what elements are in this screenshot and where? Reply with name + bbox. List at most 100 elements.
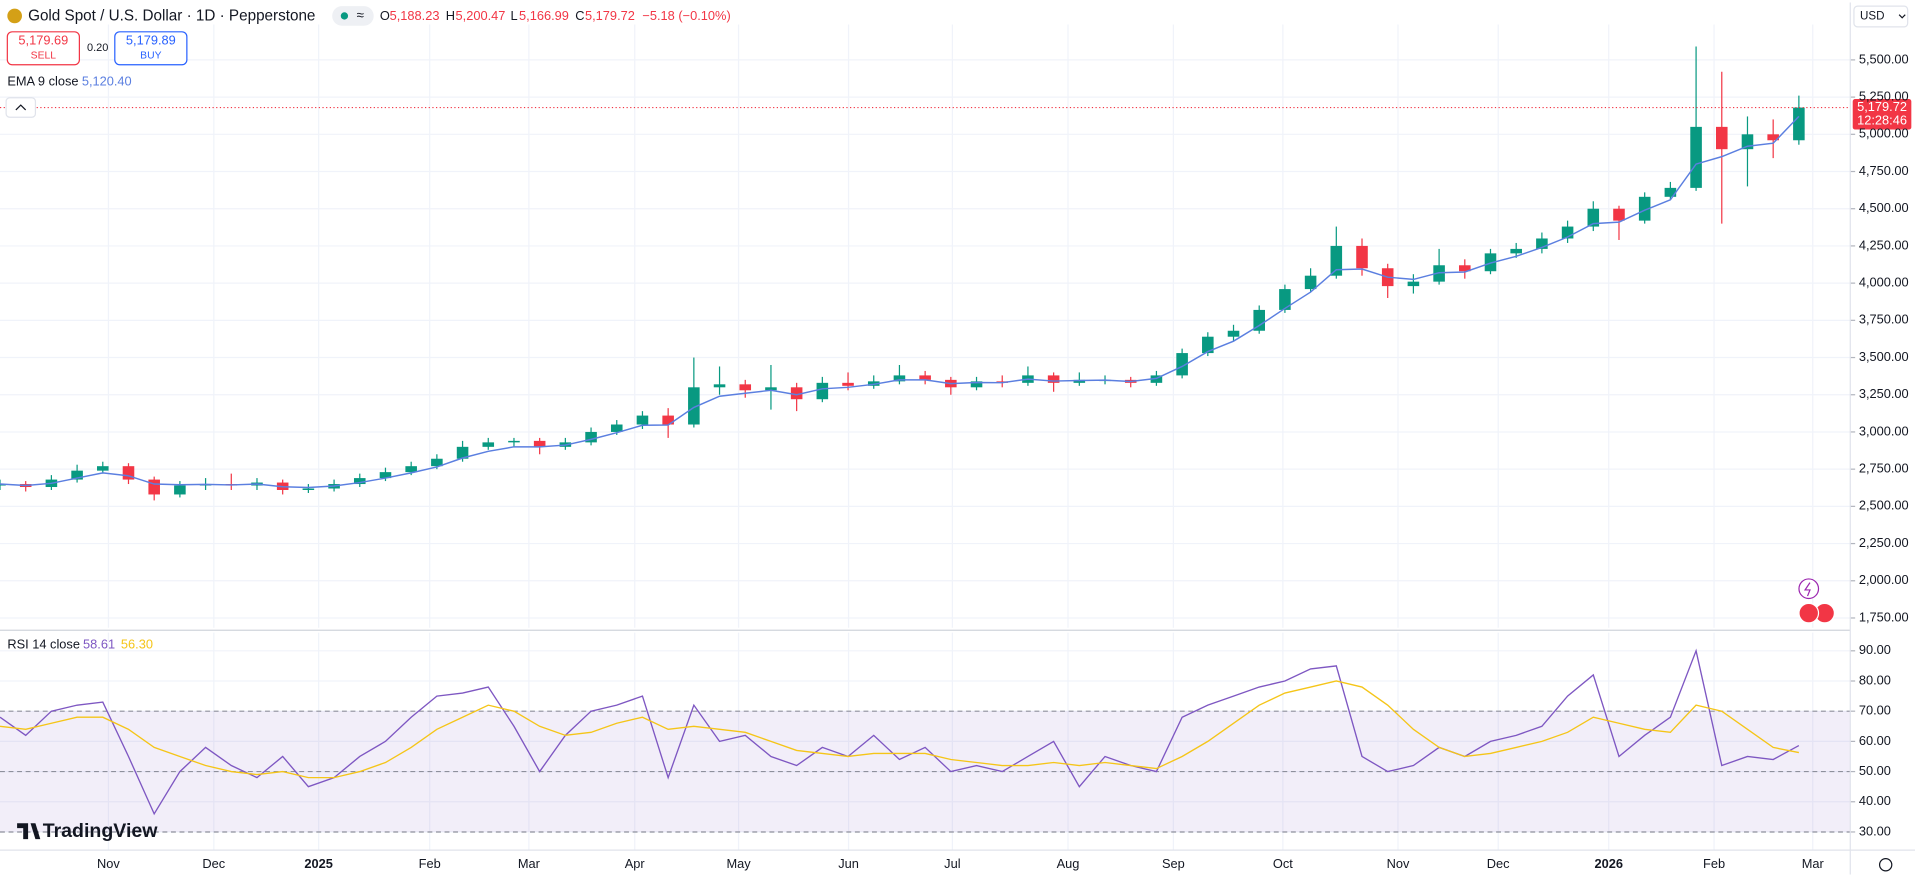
candle-body <box>1330 245 1343 276</box>
x-tick-label: Oct <box>1273 856 1293 871</box>
x-tick-label: May <box>726 856 751 871</box>
event-icon[interactable] <box>1798 578 1820 600</box>
labels: Gold Spot / U.S. Dollar · 1D · Peppersto… <box>5 5 1909 872</box>
sell-label[interactable]: SELL <box>31 50 57 61</box>
candle-body <box>1407 281 1420 287</box>
candle-body <box>662 415 674 425</box>
rsi-line <box>0 648 1800 816</box>
buy-label[interactable]: BUY <box>140 50 161 61</box>
y-tick-label: 2,500.00 <box>1859 498 1909 513</box>
candle-body <box>1202 336 1214 354</box>
brand[interactable]: TradingView <box>43 820 158 842</box>
candle-body <box>431 458 443 467</box>
buy-price[interactable]: 5,179.89 <box>126 32 176 47</box>
ohlc-value: 5,188.23 <box>390 8 440 23</box>
x-tick-label: 2025 <box>304 856 333 871</box>
x-tick-label: Aug <box>1057 856 1080 871</box>
sell-button[interactable] <box>6 31 80 66</box>
candle-body <box>1638 196 1651 221</box>
y-tick-label: 2,000.00 <box>1859 572 1909 587</box>
candle-body <box>1664 187 1677 197</box>
symbol-title[interactable]: Gold Spot / U.S. Dollar · 1D · Peppersto… <box>28 8 315 25</box>
countdown-label: 12:28:46 <box>1857 112 1907 127</box>
y-tick-label: 4,250.00 <box>1859 237 1909 252</box>
candle-body <box>97 466 109 471</box>
candle-body <box>1715 126 1728 150</box>
x-tick-label: Jun <box>838 856 859 871</box>
candle-body <box>867 381 880 386</box>
candle-body <box>765 387 777 391</box>
ohlc-key: H <box>446 8 455 23</box>
y-tick-label: 5,500.00 <box>1859 51 1909 66</box>
buy-button[interactable] <box>114 31 188 66</box>
candle-body <box>508 440 520 443</box>
candle-body <box>353 478 366 485</box>
indicator-title[interactable]: RSI 14 close <box>7 636 80 651</box>
candle-body <box>1176 353 1188 376</box>
x-tick-label: Mar <box>518 856 541 871</box>
candle-body <box>122 466 135 480</box>
y-tick-label: 50.00 <box>1859 763 1891 778</box>
indicator-title[interactable]: EMA 9 close <box>7 73 78 88</box>
candle-body <box>1047 375 1060 383</box>
candle-body <box>1561 226 1574 239</box>
candle-body <box>533 440 546 447</box>
x-tick-label: Sep <box>1162 856 1185 871</box>
y-tick-label: 4,750.00 <box>1859 163 1909 178</box>
candle-body <box>1073 379 1086 383</box>
sell-price[interactable]: 5,179.69 <box>18 32 68 47</box>
ohlc-key: O <box>380 8 390 23</box>
candle-body <box>405 466 417 473</box>
market-open-dot <box>340 12 349 20</box>
candle-body <box>1253 309 1265 331</box>
y-tick-label: 90.00 <box>1859 642 1891 657</box>
rsi-line <box>0 680 1800 779</box>
data-approx-icon: ≈ <box>357 7 364 22</box>
candle-body <box>585 431 597 443</box>
currency-button[interactable] <box>1853 5 1909 28</box>
candle-body <box>302 488 315 490</box>
ohlc-key: C <box>575 8 584 23</box>
candle-body <box>1150 375 1163 383</box>
candle-body <box>1510 248 1522 254</box>
y-tick-label: 4,000.00 <box>1859 275 1909 290</box>
symbol-icon[interactable] <box>7 8 22 24</box>
candle-body <box>379 472 392 479</box>
candle-body <box>1587 208 1600 227</box>
candle-body <box>688 387 700 425</box>
x-tick-label: Dec <box>1487 856 1510 871</box>
y-tick-label: 3,250.00 <box>1859 386 1909 401</box>
y-tick-label: 3,750.00 <box>1859 312 1909 327</box>
candle-body <box>842 382 854 386</box>
candle-body <box>148 479 160 495</box>
x-tick-label: Dec <box>202 856 225 871</box>
x-tick-label: 2026 <box>1594 856 1623 871</box>
candle-body <box>1279 289 1291 310</box>
candle-body <box>456 446 469 459</box>
ohlc-value: 5,166.99 <box>519 8 569 23</box>
y-tick-label: 5,000.00 <box>1859 126 1909 141</box>
last-price-label: 5,179.72 <box>1857 99 1907 114</box>
collapse-button[interactable] <box>5 97 37 118</box>
status-badge[interactable] <box>332 6 374 26</box>
flag-icon[interactable] <box>1798 602 1820 624</box>
settings-icon[interactable] <box>1878 858 1893 872</box>
x-tick-label: Feb <box>1703 856 1725 871</box>
indicator-value: 58.61 <box>83 636 115 651</box>
candle-body <box>1793 107 1805 141</box>
candle-body <box>1536 238 1548 249</box>
candle-body <box>482 442 495 447</box>
collapse-icon <box>15 104 27 111</box>
x-tick-label: Jul <box>944 856 960 871</box>
y-tick-label: 1,750.00 <box>1859 609 1909 624</box>
x-tick-label: Mar <box>1802 856 1825 871</box>
spread: 0.20 <box>87 42 108 54</box>
currency[interactable]: USD <box>1860 10 1884 23</box>
candle-body <box>1356 245 1368 269</box>
candle-body <box>1227 330 1240 337</box>
brand-logo[interactable] <box>17 823 41 840</box>
y-tick-label: 30.00 <box>1859 823 1891 838</box>
dropdown-icon <box>1898 14 1906 19</box>
